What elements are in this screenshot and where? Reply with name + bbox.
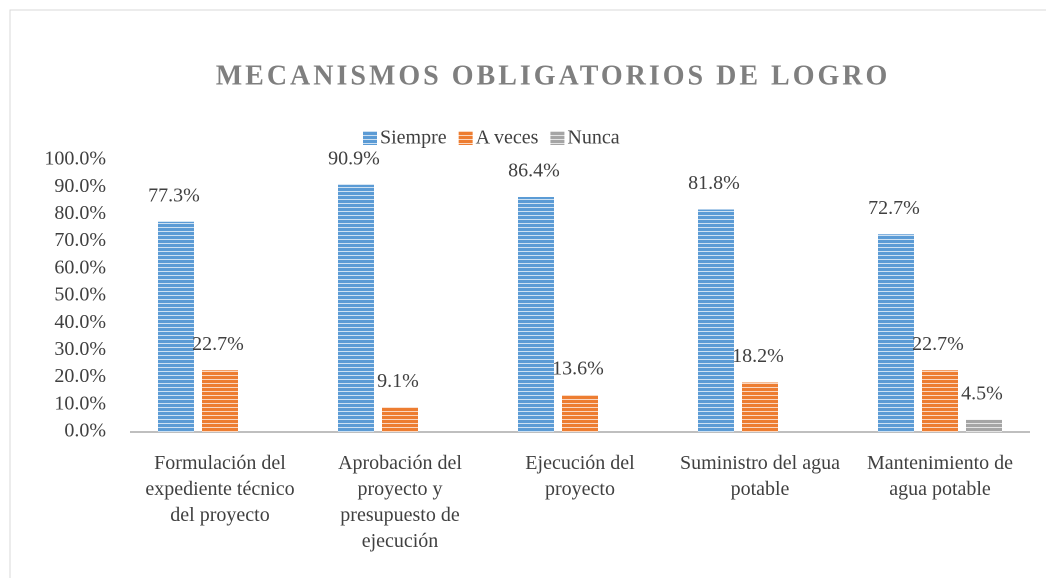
data-label: 81.8% xyxy=(688,172,740,194)
y-tick-label: 40.0% xyxy=(54,311,106,333)
bar xyxy=(202,370,238,432)
bar xyxy=(338,184,374,432)
x-tick-label: Mantenimiento de agua potable xyxy=(866,452,1014,500)
bar xyxy=(562,395,598,432)
bar xyxy=(966,419,1002,432)
legend-swatch xyxy=(458,131,473,145)
y-tick-label: 80.0% xyxy=(54,202,106,224)
chart-border xyxy=(9,9,1046,578)
x-tick-label: Formulación del expediente técnico del p… xyxy=(145,452,295,526)
legend-label: Nunca xyxy=(567,127,619,149)
y-tick-label: 10.0% xyxy=(54,392,106,414)
bar xyxy=(698,209,734,432)
bar xyxy=(158,221,194,432)
y-tick-label: 70.0% xyxy=(54,229,106,251)
data-label: 72.7% xyxy=(868,197,920,219)
data-label: 4.5% xyxy=(961,382,1003,404)
bar xyxy=(922,370,958,432)
bar xyxy=(742,382,778,432)
chart-title: MECANISMOS OBLIGATORIOS DE LOGRO xyxy=(216,60,891,91)
bar xyxy=(878,234,914,432)
y-tick-label: 0.0% xyxy=(64,420,106,442)
data-label: 18.2% xyxy=(732,345,784,367)
x-tick-label: Suministro del agua potable xyxy=(680,452,840,500)
y-tick-label: 50.0% xyxy=(54,284,106,306)
legend-label: A veces xyxy=(476,127,539,149)
legend-swatch xyxy=(363,131,377,145)
data-label: 13.6% xyxy=(552,358,604,380)
y-tick-label: 30.0% xyxy=(54,338,106,360)
y-tick-label: 100.0% xyxy=(44,148,106,170)
y-tick-label: 60.0% xyxy=(54,256,106,278)
data-label: 86.4% xyxy=(508,160,560,182)
x-tick-label: Aprobación del proyecto y presupuesto de… xyxy=(338,452,462,552)
data-label: 9.1% xyxy=(377,370,419,392)
bar xyxy=(382,407,418,432)
data-label: 22.7% xyxy=(912,333,964,355)
x-tick-label: Ejecución del proyecto xyxy=(525,452,635,500)
legend: Siempre A veces Nunca xyxy=(363,127,620,149)
legend-swatch xyxy=(550,131,565,145)
data-label: 90.9% xyxy=(328,147,380,169)
legend-label: Siempre xyxy=(380,127,447,149)
y-tick-label: 90.0% xyxy=(54,175,106,197)
bar xyxy=(518,196,554,432)
data-label: 77.3% xyxy=(148,184,200,206)
y-tick-label: 20.0% xyxy=(54,365,106,387)
data-label: 22.7% xyxy=(192,333,244,355)
